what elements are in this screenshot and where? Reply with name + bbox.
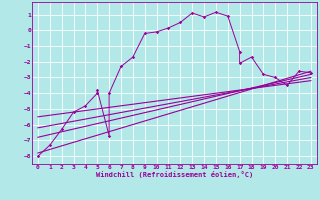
Point	[71, 110, 76, 114]
Point	[190, 11, 195, 15]
Point	[237, 50, 242, 53]
Point	[59, 128, 64, 131]
Point	[130, 55, 135, 59]
Point	[284, 84, 290, 87]
Point	[225, 15, 230, 18]
Point	[107, 134, 112, 137]
Point	[202, 15, 207, 19]
Point	[107, 92, 112, 95]
Point	[118, 65, 124, 68]
Point	[36, 155, 41, 158]
X-axis label: Windchill (Refroidissement éolien,°C): Windchill (Refroidissement éolien,°C)	[96, 171, 253, 178]
Point	[47, 144, 52, 147]
Point	[95, 92, 100, 95]
Point	[261, 73, 266, 76]
Point	[166, 26, 171, 30]
Point	[95, 88, 100, 92]
Point	[249, 55, 254, 59]
Point	[178, 21, 183, 24]
Point	[213, 11, 219, 14]
Point	[237, 62, 242, 65]
Point	[296, 70, 301, 73]
Point	[154, 30, 159, 33]
Point	[83, 104, 88, 107]
Point	[142, 32, 147, 35]
Point	[308, 71, 313, 74]
Point	[273, 76, 278, 79]
